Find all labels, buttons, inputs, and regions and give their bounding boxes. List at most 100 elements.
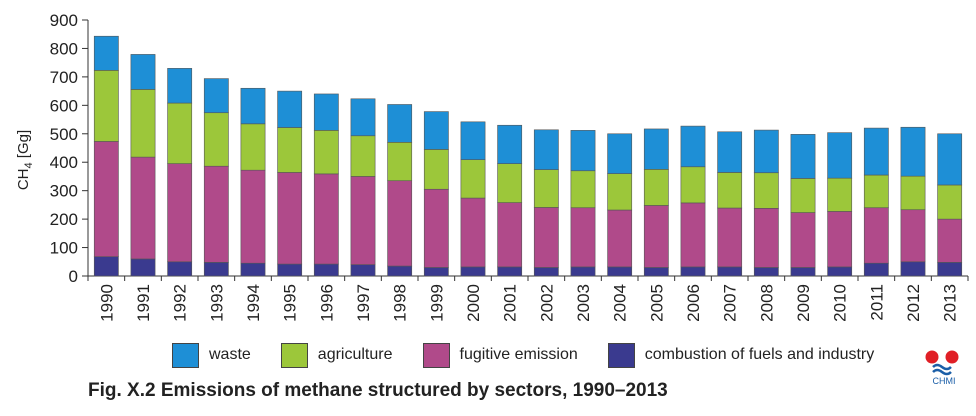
bar-fugitive-1990 — [93, 141, 119, 257]
bar-fugitive-1995 — [277, 172, 303, 265]
bar-fugitive-1994 — [240, 169, 266, 264]
bar-waste-1990 — [93, 35, 119, 71]
bar-waste-1995 — [277, 90, 303, 128]
bar-fugitive-1991 — [130, 156, 156, 260]
bar-agriculture-2003 — [570, 170, 596, 209]
bar-waste-1992 — [167, 68, 193, 104]
legend-swatch-fugitive-emission — [422, 342, 450, 368]
bar-waste-2011 — [863, 127, 889, 176]
bar-combustion-1995 — [277, 263, 303, 277]
chart-bars — [93, 35, 963, 277]
legend: waste agriculture fugitive emission comb… — [172, 342, 904, 368]
bar-agriculture-2000 — [460, 159, 486, 199]
x-tick-label: 2013 — [941, 284, 960, 322]
y-axis-label: CH4 [Gg] — [15, 130, 35, 190]
bar-waste-2007 — [717, 131, 743, 173]
bar-fugitive-2005 — [643, 205, 669, 268]
x-tick-label: 2003 — [574, 284, 593, 322]
x-tick-label: 2005 — [647, 284, 666, 322]
bar-combustion-2011 — [863, 262, 889, 277]
x-tick-label: 2004 — [611, 284, 630, 322]
bar-agriculture-2012 — [900, 175, 926, 211]
legend-label-waste: waste — [209, 346, 251, 363]
bar-combustion-2009 — [790, 267, 816, 277]
x-tick-label: 2007 — [721, 284, 740, 322]
bar-agriculture-1994 — [240, 123, 266, 171]
bar-fugitive-2009 — [790, 212, 816, 268]
x-tick-label: 2010 — [831, 284, 850, 322]
y-tick-label: 900 — [50, 11, 78, 30]
x-tick-label: 2001 — [501, 284, 520, 322]
legend-label-combustion: combustion of fuels and industry — [644, 346, 875, 363]
x-tick-label: 1995 — [281, 284, 300, 322]
bar-fugitive-2008 — [753, 208, 779, 268]
bar-combustion-2007 — [717, 266, 743, 277]
bar-combustion-1994 — [240, 262, 266, 277]
bar-waste-1991 — [130, 54, 156, 90]
x-tick-label: 1993 — [207, 284, 226, 322]
bar-agriculture-2011 — [863, 174, 889, 209]
x-tick-label: 2000 — [464, 284, 483, 322]
bar-combustion-1990 — [93, 256, 119, 277]
bar-combustion-2006 — [680, 266, 706, 277]
chmi-logo-text: CHMI — [932, 376, 956, 386]
bar-fugitive-1993 — [203, 165, 229, 263]
x-tick-label: 2002 — [537, 284, 556, 322]
bar-combustion-1993 — [203, 262, 229, 277]
legend-item-fugitive-emission: fugitive emission — [422, 342, 578, 368]
legend-item-agriculture: agriculture — [280, 342, 393, 368]
bar-agriculture-2004 — [607, 173, 633, 211]
x-tick-label: 1994 — [244, 284, 263, 322]
bar-combustion-1992 — [167, 261, 193, 277]
bar-waste-2010 — [827, 132, 853, 179]
bar-fugitive-1996 — [313, 173, 339, 265]
bar-agriculture-2006 — [680, 166, 706, 204]
x-tick-label: 1997 — [354, 284, 373, 322]
bar-fugitive-2002 — [533, 207, 559, 268]
bar-waste-2003 — [570, 130, 596, 172]
bar-agriculture-1998 — [387, 142, 413, 182]
bar-combustion-1999 — [423, 267, 449, 277]
bar-agriculture-2005 — [643, 169, 669, 206]
bar-agriculture-1991 — [130, 89, 156, 158]
bar-combustion-2013 — [937, 262, 963, 277]
bar-fugitive-2007 — [717, 207, 743, 268]
bar-waste-2001 — [497, 124, 523, 164]
legend-label-fugitive-emission: fugitive emission — [459, 346, 578, 363]
bar-waste-2012 — [900, 126, 926, 177]
bar-combustion-1996 — [313, 263, 339, 277]
chmi-logo: CHMI — [922, 348, 966, 388]
bar-waste-2000 — [460, 121, 486, 160]
bar-agriculture-2013 — [937, 184, 963, 220]
bar-agriculture-1993 — [203, 112, 229, 167]
chmi-logo-icon — [925, 350, 959, 376]
bar-waste-1998 — [387, 104, 413, 143]
bar-fugitive-1992 — [167, 163, 193, 263]
bar-combustion-2005 — [643, 267, 669, 277]
x-tick-label: 1996 — [317, 284, 336, 322]
bar-waste-2009 — [790, 134, 816, 179]
bar-combustion-2002 — [533, 267, 559, 277]
x-tick-label: 1998 — [391, 284, 410, 322]
bar-agriculture-2007 — [717, 172, 743, 209]
bar-agriculture-2008 — [753, 172, 779, 209]
bar-waste-1999 — [423, 111, 449, 150]
y-tick-label: 500 — [50, 125, 78, 144]
bar-waste-2004 — [607, 133, 633, 174]
bar-waste-2002 — [533, 129, 559, 170]
legend-swatch-agriculture — [280, 342, 308, 368]
legend-item-waste: waste — [172, 342, 251, 368]
bar-combustion-2012 — [900, 261, 926, 277]
x-tick-label: 2009 — [794, 284, 813, 322]
y-tick-label: 700 — [50, 68, 78, 87]
x-tick-label: 1992 — [171, 284, 190, 322]
y-tick-label: 200 — [50, 210, 78, 229]
bar-agriculture-2010 — [827, 177, 853, 212]
legend-label-agriculture: agriculture — [317, 346, 393, 363]
bar-combustion-2003 — [570, 266, 596, 277]
bar-agriculture-1997 — [350, 135, 376, 177]
bar-fugitive-1998 — [387, 180, 413, 267]
bar-agriculture-2009 — [790, 178, 816, 213]
bar-fugitive-2004 — [607, 209, 633, 268]
